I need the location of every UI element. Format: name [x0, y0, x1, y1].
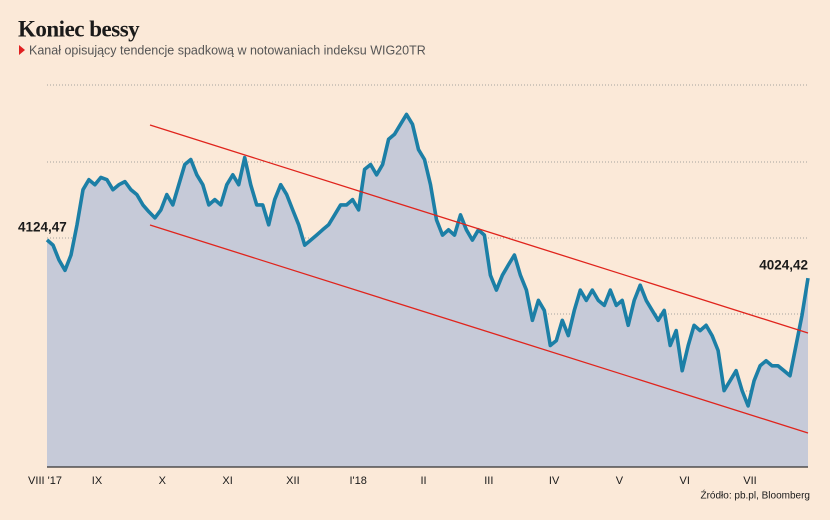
x-tick-label: I'18	[349, 475, 366, 487]
x-tick-label: XI	[222, 475, 232, 487]
x-tick-label: X	[159, 475, 167, 487]
channel-upper	[149, 124, 809, 334]
chart-subtitle: Kanał opisujący tendencje spadkową w not…	[29, 43, 426, 57]
x-tick-label: VIII '17	[28, 475, 62, 487]
x-tick-label: IX	[92, 475, 103, 487]
x-tick-label: V	[616, 475, 624, 487]
x-tick-label: XII	[286, 475, 299, 487]
line	[45, 112, 810, 408]
value-label: 4124,47	[18, 219, 67, 234]
subtitle-marker	[19, 45, 25, 55]
source: Źródło: pb.pl, Bloomberg	[700, 489, 810, 502]
chart-title: Koniec bessy	[18, 16, 140, 41]
x-tick-label: VI	[679, 475, 689, 487]
x-tick-label: II	[420, 475, 426, 487]
channel-lower	[149, 224, 809, 434]
area	[47, 114, 808, 468]
x-tick-label: IV	[549, 475, 560, 487]
plot	[45, 112, 810, 468]
x-tick-label: VII	[743, 475, 756, 487]
value-label: 4024,42	[759, 258, 808, 273]
x-tick-label: III	[484, 475, 493, 487]
